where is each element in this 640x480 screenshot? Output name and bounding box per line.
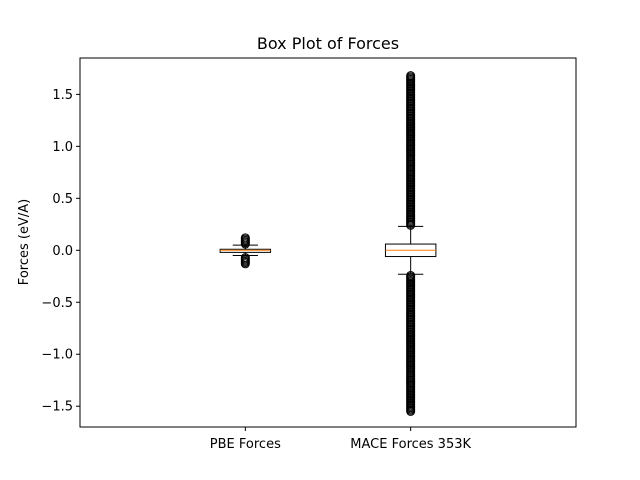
y-tick-label: 0.0 [52,244,73,259]
x-tick-label: MACE Forces 353K [350,437,471,452]
y-tick-label: 1.5 [52,88,73,103]
outlier-point [406,71,416,81]
box-iqr [219,248,272,253]
y-axis-label: Forces (eV/A) [17,199,32,285]
plot-layer: −1.5 −1.0 −0.5 0.0 0.5 1.0 1.5 PBE Forces MACE F… [41,71,471,452]
plot-frame [79,57,577,428]
y-tick-label: 0.5 [52,192,73,207]
chart-title: Box Plot of Forces [257,34,399,53]
outlier-point [240,233,250,243]
y-tick-label: 1.0 [52,140,73,155]
x-tick-label: PBE Forces [210,437,281,452]
y-tick-label: −0.5 [41,296,73,311]
y-tick-label: −1.0 [41,348,73,363]
y-tick-label: −1.5 [41,400,73,415]
